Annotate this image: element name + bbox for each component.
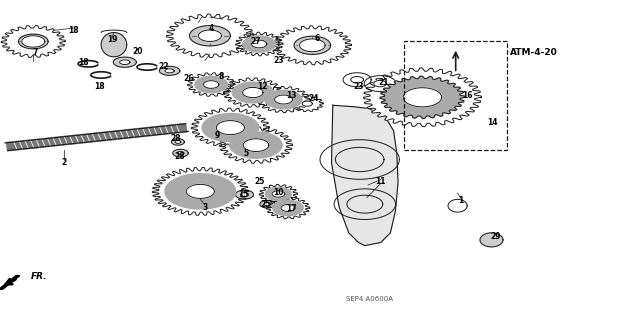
- Text: 18: 18: [94, 82, 104, 91]
- Polygon shape: [294, 36, 331, 55]
- Polygon shape: [300, 39, 325, 52]
- Polygon shape: [351, 77, 364, 83]
- Polygon shape: [22, 36, 45, 47]
- Text: 24: 24: [308, 94, 319, 103]
- Polygon shape: [260, 200, 275, 208]
- Polygon shape: [343, 73, 371, 87]
- Text: 2: 2: [61, 158, 67, 167]
- Polygon shape: [191, 108, 269, 147]
- Polygon shape: [275, 95, 292, 104]
- Polygon shape: [1, 26, 65, 57]
- Text: 9: 9: [215, 131, 220, 140]
- Polygon shape: [186, 184, 214, 198]
- Text: 18: 18: [68, 26, 79, 35]
- Bar: [404, 41, 507, 150]
- Text: 26: 26: [184, 74, 194, 83]
- Polygon shape: [230, 132, 282, 158]
- Polygon shape: [332, 105, 398, 246]
- Polygon shape: [189, 26, 230, 46]
- Polygon shape: [232, 82, 273, 103]
- Text: 3: 3: [202, 203, 207, 212]
- Polygon shape: [152, 167, 248, 215]
- Polygon shape: [281, 204, 295, 211]
- Polygon shape: [113, 57, 136, 67]
- Polygon shape: [241, 193, 248, 197]
- Polygon shape: [175, 141, 181, 143]
- Polygon shape: [195, 77, 228, 93]
- Polygon shape: [236, 32, 283, 56]
- Polygon shape: [166, 14, 253, 57]
- Polygon shape: [266, 188, 291, 200]
- Polygon shape: [380, 76, 465, 118]
- Text: 6: 6: [314, 34, 319, 43]
- Polygon shape: [165, 69, 174, 73]
- Text: 18: 18: [78, 58, 88, 67]
- Text: 22: 22: [158, 63, 168, 71]
- Text: 4: 4: [209, 24, 214, 33]
- Text: 1: 1: [458, 197, 463, 205]
- Polygon shape: [19, 34, 48, 49]
- Polygon shape: [374, 80, 387, 87]
- Polygon shape: [198, 30, 221, 41]
- Polygon shape: [243, 139, 269, 152]
- Polygon shape: [264, 203, 271, 206]
- Polygon shape: [273, 200, 303, 216]
- Text: 20: 20: [132, 47, 143, 56]
- Polygon shape: [252, 40, 267, 48]
- Polygon shape: [302, 101, 312, 106]
- Polygon shape: [202, 114, 259, 142]
- Polygon shape: [480, 233, 503, 247]
- Text: 23: 23: [353, 82, 364, 91]
- Text: 7: 7: [33, 48, 38, 57]
- Polygon shape: [291, 96, 323, 112]
- Text: 15: 15: [238, 190, 248, 199]
- Text: 19: 19: [107, 35, 117, 44]
- Text: 8: 8: [218, 72, 223, 81]
- Text: SEP4 A0600A: SEP4 A0600A: [346, 296, 392, 302]
- Polygon shape: [172, 139, 184, 145]
- Text: 21: 21: [379, 78, 389, 87]
- Polygon shape: [257, 86, 310, 113]
- Polygon shape: [265, 90, 302, 109]
- Text: 11: 11: [376, 177, 386, 186]
- Polygon shape: [266, 197, 310, 219]
- Text: 29: 29: [491, 232, 501, 241]
- Polygon shape: [236, 190, 253, 199]
- Polygon shape: [259, 184, 298, 204]
- Polygon shape: [120, 60, 130, 64]
- Text: 27: 27: [251, 37, 261, 46]
- Text: 28: 28: [171, 134, 181, 143]
- Text: 16: 16: [462, 91, 472, 100]
- Polygon shape: [403, 88, 442, 107]
- Polygon shape: [173, 149, 188, 157]
- Text: ATM-4-20: ATM-4-20: [510, 48, 558, 57]
- Text: 10: 10: [273, 189, 284, 197]
- Polygon shape: [204, 81, 219, 88]
- Polygon shape: [0, 276, 20, 289]
- Text: 14: 14: [488, 118, 498, 127]
- Polygon shape: [364, 68, 481, 127]
- Polygon shape: [216, 121, 244, 135]
- Polygon shape: [177, 152, 184, 155]
- Text: 23: 23: [273, 56, 284, 65]
- Text: 5: 5: [244, 149, 249, 158]
- Text: 17: 17: [286, 204, 296, 213]
- Text: 25: 25: [254, 177, 264, 186]
- Polygon shape: [101, 33, 127, 57]
- Polygon shape: [243, 87, 263, 98]
- Polygon shape: [273, 26, 351, 65]
- Text: 12: 12: [257, 82, 268, 91]
- Polygon shape: [165, 174, 236, 209]
- Text: FR.: FR.: [31, 272, 47, 281]
- Polygon shape: [272, 191, 285, 197]
- Polygon shape: [243, 36, 276, 52]
- Polygon shape: [364, 76, 396, 92]
- Polygon shape: [188, 73, 235, 96]
- Text: 25: 25: [260, 200, 271, 209]
- Text: 13: 13: [286, 91, 296, 100]
- Text: 28: 28: [174, 152, 184, 161]
- Polygon shape: [220, 127, 292, 163]
- Polygon shape: [159, 66, 180, 75]
- Polygon shape: [223, 78, 282, 107]
